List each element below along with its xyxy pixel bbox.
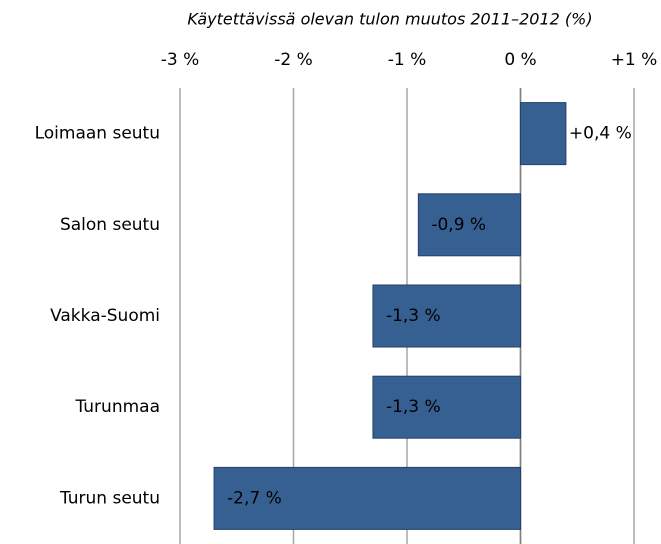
- y-tick-label: Salon seutu: [60, 215, 160, 235]
- x-tick-label: 0 %: [504, 50, 536, 70]
- x-tick-label: -1 %: [388, 50, 427, 70]
- bar: [520, 102, 567, 166]
- bar: [372, 284, 522, 348]
- value-label: -2,7 %: [227, 488, 282, 508]
- bar: [372, 375, 522, 439]
- chart-title: Käytettävissä olevan tulon muutos 2011–2…: [187, 10, 592, 29]
- y-tick-label: Turun seutu: [59, 488, 160, 508]
- y-tick-label: Vakka-Suomi: [50, 306, 160, 326]
- bar: [417, 193, 522, 257]
- value-label: -0,9 %: [431, 215, 486, 235]
- value-label: -1,3 %: [386, 397, 441, 417]
- y-tick-label: Loimaan seutu: [35, 124, 160, 144]
- bar: [213, 466, 522, 530]
- x-tick-label: -2 %: [274, 50, 313, 70]
- value-label: +0,4 %: [569, 124, 632, 144]
- x-tick-label: +1 %: [611, 50, 658, 70]
- value-label: -1,3 %: [386, 306, 441, 326]
- x-tick-label: -3 %: [161, 50, 200, 70]
- y-tick-label: Turunmaa: [74, 397, 160, 417]
